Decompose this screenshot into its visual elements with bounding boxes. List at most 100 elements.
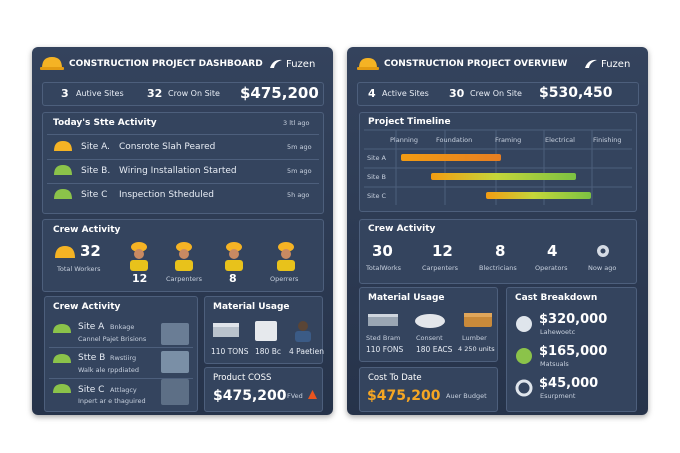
- gear-icon: [597, 245, 609, 257]
- crew-total: 32: [80, 242, 101, 260]
- crew-total-label: Total Workers: [57, 265, 101, 273]
- breakdown-label: Lahewoetc: [540, 328, 576, 336]
- card-title: Cast Breakdown: [515, 293, 598, 303]
- cost-note[interactable]: Auer Budget: [446, 392, 487, 400]
- time-link[interactable]: Now ago: [588, 264, 617, 272]
- crew-count: 8: [229, 272, 237, 285]
- helmet-icon: [357, 58, 379, 70]
- logo: Fuzen: [286, 59, 316, 70]
- site-name: Stte B: [78, 353, 106, 363]
- stat-label: Crew On Site: [470, 89, 522, 98]
- site-tag: Rwstiirg: [110, 354, 137, 362]
- crew-role: Carpenters: [422, 264, 459, 272]
- crew-card: Crew Activity 32 Total Workers 12 Carpen…: [42, 219, 324, 292]
- alert-icon: [308, 390, 317, 399]
- stat-value: 32: [147, 87, 163, 100]
- material-amount: 110 TONS: [211, 347, 249, 356]
- card-title: Crew Activity: [53, 225, 121, 235]
- crew-count: 12: [432, 242, 453, 260]
- stat-label: Active Sites: [382, 89, 429, 98]
- card-title: Material Usage: [368, 293, 445, 303]
- time-link[interactable]: 3 ltl ago: [283, 119, 310, 127]
- activity-site: Site B.: [81, 166, 111, 176]
- activity-site: Site C: [81, 190, 108, 200]
- breakdown-label: Esurpment: [540, 392, 576, 400]
- activity-text: Consrote Slah Peared: [119, 142, 216, 152]
- site-label: Site B: [367, 173, 387, 181]
- crew-card: Crew Activity 30 TotalWorks 12 Carpenter…: [359, 219, 637, 284]
- site-name: Site C: [78, 385, 105, 395]
- phase-label: Framing: [495, 136, 522, 144]
- activity-time[interactable]: 5m ago: [287, 167, 312, 175]
- divider: [49, 347, 193, 348]
- material-name: Sted Bram: [366, 334, 401, 342]
- crew-count: 4: [547, 242, 558, 260]
- stat-label: Crow On Site: [168, 89, 220, 98]
- divider: [49, 378, 193, 379]
- site-crew-card: Crew Activity Site A Bnkage Cannel Pajet…: [44, 296, 198, 412]
- breakdown-icons: ​: [515, 316, 533, 397]
- crew-count: 12: [132, 272, 148, 285]
- material-icons: [368, 313, 492, 328]
- card-title: Crew Activity: [53, 302, 121, 312]
- site-icons: [53, 323, 189, 405]
- material-name: Lumber: [462, 334, 487, 342]
- card-title: Cost To Date: [368, 373, 422, 383]
- cost-value: $475,200: [367, 388, 441, 404]
- site-tag: Attlagcy: [110, 386, 137, 394]
- stat-value: 30: [449, 87, 465, 100]
- breakdown-value: $45,000: [539, 376, 599, 391]
- site-icon: [54, 189, 72, 199]
- site-label: Site A: [367, 154, 386, 162]
- crew-role: Blectricians: [479, 264, 517, 272]
- material-amount: 4 250 units: [458, 345, 495, 353]
- activity-site: Site A.: [81, 142, 110, 152]
- material-icons: [213, 321, 311, 342]
- breakdown-value: $165,000: [539, 344, 608, 359]
- phase-label: Electrical: [545, 136, 575, 144]
- materials-card: Material Usage 110 TONS 180 Bc 4 Paetien: [204, 296, 324, 364]
- site-note: Cannel Pajet Brisions: [78, 335, 147, 343]
- stat-value: 4: [368, 87, 376, 100]
- crew-role: TotalWorks: [366, 264, 402, 272]
- cost-value: $475,200: [213, 388, 287, 404]
- timeline-grid: [364, 129, 632, 205]
- helmet-icon: [55, 246, 75, 258]
- site-note: Inpert ar e thaguired: [78, 397, 146, 405]
- site-icon: [54, 165, 72, 175]
- breakdown-card: Cast Breakdown ​ $320,000 Lahewoetc $165…: [506, 287, 637, 412]
- site-label: Site C: [367, 192, 387, 200]
- overview-panel: CONSTRUCTION PROJECT OVERVIEW Fuzen 4 Ac…: [347, 47, 648, 415]
- activity-card: Today's Stte Activity 3 ltl ago Site A. …: [42, 112, 324, 214]
- materials-card: Material Usage Sted Bram Consent Lumber …: [359, 287, 498, 362]
- worker-icons: [130, 242, 295, 271]
- site-note: Walk ale rppdiated: [78, 366, 139, 374]
- breakdown-value: $320,000: [539, 312, 608, 327]
- logo-icon: [270, 59, 282, 68]
- cost-card: Cost To Date $475,200 Auer Budget: [359, 367, 498, 412]
- material-amount: 180 Bc: [255, 347, 281, 356]
- dashboard-panel: CONSTRUCTION PROJECT DASHBOARD Fuzen 3 A…: [32, 47, 333, 415]
- stats-bar: 3 Autive Sites 32 Crow On Site $475,200: [42, 82, 324, 106]
- phase-label: Finishing: [593, 136, 622, 144]
- stat-value: $475,200: [240, 84, 319, 102]
- crew-role: Operators: [535, 264, 568, 272]
- helmet-icon: [40, 57, 64, 70]
- cost-note: FVed: [287, 392, 303, 400]
- activity-time[interactable]: 5m ago: [287, 143, 312, 151]
- phase-label: Planning: [390, 136, 418, 144]
- cost-card: Product COSS $475,200 FVed: [204, 367, 323, 412]
- breakdown-label: Matsuals: [540, 360, 569, 368]
- activity-text: Inspection Stheduled: [119, 190, 214, 200]
- activity-time[interactable]: 5h ago: [287, 191, 310, 199]
- site-tag: Bnkage: [110, 323, 135, 331]
- crew-role: Operrers: [270, 275, 299, 283]
- crew-role: Carpenters: [166, 275, 203, 283]
- logo-icon: [585, 59, 597, 68]
- card-title: Product COSS: [213, 373, 272, 383]
- site-name: Site A: [78, 322, 105, 332]
- helmet-icon: [54, 141, 72, 151]
- stat-label: Autive Sites: [76, 89, 124, 98]
- crew-count: 30: [372, 242, 393, 260]
